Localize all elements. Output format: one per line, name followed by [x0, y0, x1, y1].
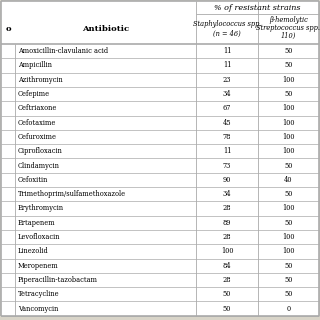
Text: 11: 11	[223, 147, 231, 155]
Text: 100: 100	[282, 147, 295, 155]
Text: Ertapenem: Ertapenem	[18, 219, 56, 227]
Text: Cefotaxime: Cefotaxime	[18, 119, 56, 127]
Text: 50: 50	[284, 262, 293, 270]
Text: 78: 78	[223, 133, 231, 141]
Text: 28: 28	[223, 276, 231, 284]
Text: β-hemolytic: β-hemolytic	[269, 16, 308, 24]
Text: Piperacillin-tazobactam: Piperacillin-tazobactam	[18, 276, 98, 284]
Text: Azithromycin: Azithromycin	[18, 76, 63, 84]
Text: 50: 50	[284, 61, 293, 69]
Text: 50: 50	[223, 290, 231, 298]
Text: Erythromycin: Erythromycin	[18, 204, 64, 212]
Text: 100: 100	[282, 204, 295, 212]
Text: Vancomycin: Vancomycin	[18, 305, 58, 313]
Text: 100: 100	[221, 247, 233, 255]
Text: 50: 50	[284, 90, 293, 98]
Text: 50: 50	[284, 219, 293, 227]
Text: Amoxicillin-clavulanic acid: Amoxicillin-clavulanic acid	[18, 47, 108, 55]
Text: Levofloxacin: Levofloxacin	[18, 233, 60, 241]
Text: 45: 45	[223, 119, 231, 127]
Text: 50: 50	[284, 162, 293, 170]
Text: 50: 50	[223, 305, 231, 313]
Text: Tetracycline: Tetracycline	[18, 290, 60, 298]
Text: Linezolid: Linezolid	[18, 247, 49, 255]
Text: % of resistant strains: % of resistant strains	[214, 4, 301, 12]
Text: Staphylococcus spp.: Staphylococcus spp.	[193, 20, 261, 28]
Text: Trimethoprim/sulfamethoxazole: Trimethoprim/sulfamethoxazole	[18, 190, 126, 198]
Text: 100: 100	[282, 247, 295, 255]
Text: 73: 73	[223, 162, 231, 170]
Text: 23: 23	[223, 76, 231, 84]
Text: 89: 89	[223, 219, 231, 227]
Text: 100: 100	[282, 119, 295, 127]
Text: 40: 40	[284, 176, 293, 184]
Text: 28: 28	[223, 233, 231, 241]
Text: (n = 46): (n = 46)	[213, 30, 241, 38]
Text: 110): 110)	[281, 32, 296, 40]
Text: Meropenem: Meropenem	[18, 262, 59, 270]
Text: Cefuroxime: Cefuroxime	[18, 133, 57, 141]
Text: 11: 11	[223, 47, 231, 55]
Text: 50: 50	[284, 47, 293, 55]
Text: 100: 100	[282, 233, 295, 241]
Text: Cefepime: Cefepime	[18, 90, 50, 98]
Text: 50: 50	[284, 190, 293, 198]
Text: Clindamycin: Clindamycin	[18, 162, 60, 170]
Text: 50: 50	[284, 276, 293, 284]
Text: 34: 34	[223, 190, 231, 198]
Text: 34: 34	[223, 90, 231, 98]
Text: Antibiotic: Antibiotic	[82, 25, 129, 33]
Text: 90: 90	[223, 176, 231, 184]
Text: 0: 0	[286, 305, 291, 313]
Text: 100: 100	[282, 104, 295, 112]
Text: 100: 100	[282, 133, 295, 141]
Text: Streptococcus spp.: Streptococcus spp.	[257, 24, 320, 32]
Text: 100: 100	[282, 76, 295, 84]
Text: 84: 84	[223, 262, 231, 270]
Text: 67: 67	[223, 104, 231, 112]
Text: Ceftriaxone: Ceftriaxone	[18, 104, 57, 112]
Text: Ampicillin: Ampicillin	[18, 61, 52, 69]
Text: 50: 50	[284, 290, 293, 298]
Text: o: o	[5, 25, 11, 33]
Text: 11: 11	[223, 61, 231, 69]
Text: Cefoxitin: Cefoxitin	[18, 176, 48, 184]
Text: Ciprofloxacin: Ciprofloxacin	[18, 147, 63, 155]
Text: 28: 28	[223, 204, 231, 212]
